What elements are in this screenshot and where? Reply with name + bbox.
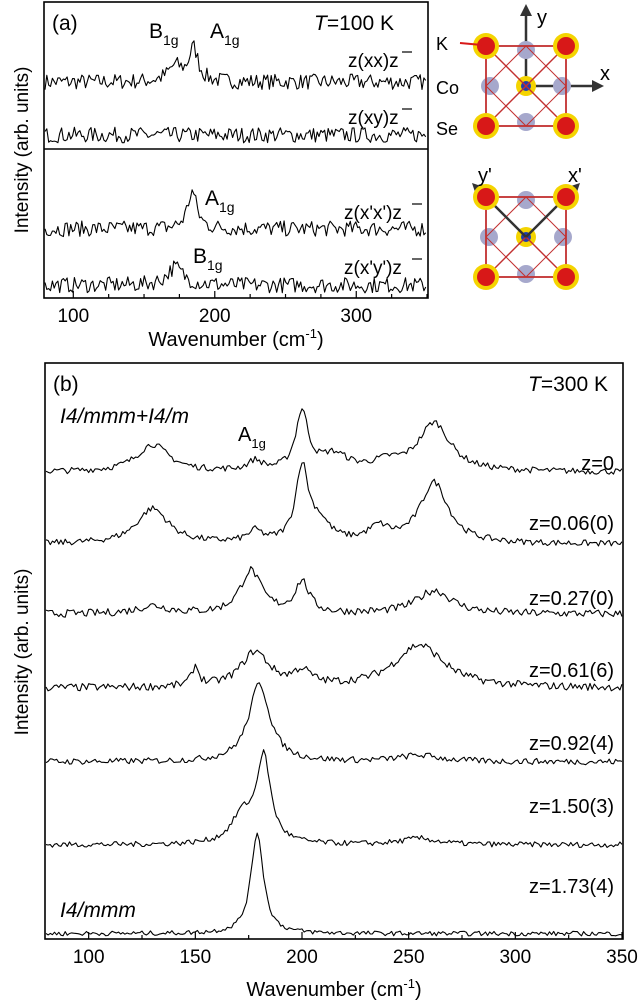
axis-label-x: x (600, 63, 610, 85)
panel-b-traces (45, 408, 623, 937)
atom-label-k: K (436, 34, 448, 54)
k-atom (477, 37, 495, 55)
panel-a-temperature-label: T=100 K (314, 12, 394, 35)
bond (485, 236, 527, 278)
spectrum-trace (45, 462, 623, 547)
mode-label-a1g-b: A1g (238, 424, 266, 451)
spectrum-trace (45, 682, 623, 766)
mode-label-a1g-xx: A1g (210, 20, 240, 48)
panel-b-label: (b) (53, 373, 79, 396)
crystal-cell-xy: y x K Co Se (436, 4, 610, 139)
se-atom (517, 113, 535, 131)
spectrum-trace (45, 832, 623, 937)
series-label: z=0.61(6) (529, 660, 614, 682)
axis-label-yprime: y' (478, 165, 492, 187)
se-atom (481, 77, 499, 95)
panel-a-x-ticks: 100 200 300 (57, 291, 428, 327)
series-label: z=0.27(0) (529, 588, 614, 610)
series-label-xx: z(xx)z (348, 51, 399, 72)
atom-label-co: Co (436, 78, 459, 98)
annotation-single-phase: I4/mmm (60, 899, 136, 922)
panel-b-temperature-label: T=300 K (528, 373, 608, 396)
se-atom (480, 228, 498, 246)
k-atom (557, 268, 575, 286)
panel-a: 100 200 300 (a) T=100 K B1g A1g A1g B1g z(… (12, 1, 429, 351)
x-tick-label: 200 (286, 947, 318, 968)
panel-b: 100 150 200 250 300 350 (b) T=300 K I4/mmm+I4… (12, 362, 638, 1001)
bond (525, 236, 567, 278)
x-tick-label: 300 (340, 306, 372, 327)
mode-label-a1g-xpxp: A1g (205, 187, 235, 215)
se-atom (517, 191, 535, 209)
axis-label-xprime: x' (568, 165, 582, 187)
panel-a-x-axis-label: Wavenumber (cm-1) (148, 326, 323, 351)
series-label: z=0.06(0) (529, 513, 614, 535)
axis-label-y: y (537, 7, 547, 29)
panel-b-x-ticks: 100 150 200 250 300 350 (73, 932, 638, 968)
series-label-xpyp: z(x'y')z (344, 258, 402, 279)
series-label: z=1.50(3) (529, 796, 614, 818)
mode-label-b1g-xpyp: B1g (193, 245, 223, 273)
k-atom (557, 37, 575, 55)
se-atom (553, 77, 571, 95)
k-atom (557, 188, 575, 206)
k-atom (477, 188, 495, 206)
bond (485, 85, 527, 127)
x-arrow-head (592, 80, 604, 92)
spectrum-trace (44, 126, 427, 144)
x-tick-label: 200 (199, 306, 231, 327)
series-label: z=0.92(4) (529, 733, 614, 755)
panel-b-x-axis-label: Wavenumber (cm-1) (246, 976, 421, 1001)
bond (525, 45, 567, 87)
x-tick-label: 250 (393, 947, 425, 968)
crystal-cell-rotated: y' x' (472, 165, 582, 290)
spectrum-trace (45, 566, 623, 618)
spectrum-trace (45, 408, 623, 475)
spectrum-trace (44, 189, 427, 238)
panel-b-frame (44, 362, 624, 940)
y-arrow-head (520, 4, 532, 16)
spectrum-trace (44, 40, 427, 90)
x-tick-label: 300 (499, 947, 531, 968)
panel-b-y-axis-label: Intensity (arb. units) (12, 569, 33, 736)
x-tick-label: 100 (57, 306, 89, 327)
panel-a-traces (44, 40, 427, 294)
series-label-xy: z(xy)z (348, 108, 399, 129)
se-atom (554, 228, 572, 246)
k-atom (477, 117, 495, 135)
bond (525, 85, 567, 127)
annotation-mixed-phase: I4/mmm+I4/m (60, 405, 189, 428)
x-tick-label: 100 (73, 947, 105, 968)
atom-label-se: Se (436, 119, 458, 139)
spectrum-trace (45, 643, 623, 692)
bond (485, 45, 527, 87)
panel-a-label: (a) (52, 12, 78, 35)
panel-a-y-axis-label: Intensity (arb. units) (12, 67, 33, 234)
crystal-inset: y x K Co Se (436, 4, 610, 290)
series-label: z=0 (581, 453, 614, 475)
series-label: z=1.73(4) (529, 876, 614, 898)
series-label-xpxp: z(x'x')z (344, 203, 402, 224)
k-atom (557, 117, 575, 135)
se-atom (517, 41, 535, 59)
spectrum-trace (45, 749, 623, 848)
label-pointer-k (459, 42, 483, 46)
x-tick-label: 350 (606, 947, 638, 968)
x-tick-label: 150 (179, 947, 211, 968)
k-atom (477, 268, 495, 286)
mode-label-b1g-xx: B1g (149, 20, 179, 48)
spectrum-trace (44, 260, 427, 294)
se-atom (517, 265, 535, 283)
panel-a-frame (43, 1, 429, 299)
panel-b-series-labels: z=0 z=0.06(0) z=0.27(0) z=0.61(6) z=0.92(4) z… (529, 453, 614, 898)
bond (485, 45, 567, 127)
